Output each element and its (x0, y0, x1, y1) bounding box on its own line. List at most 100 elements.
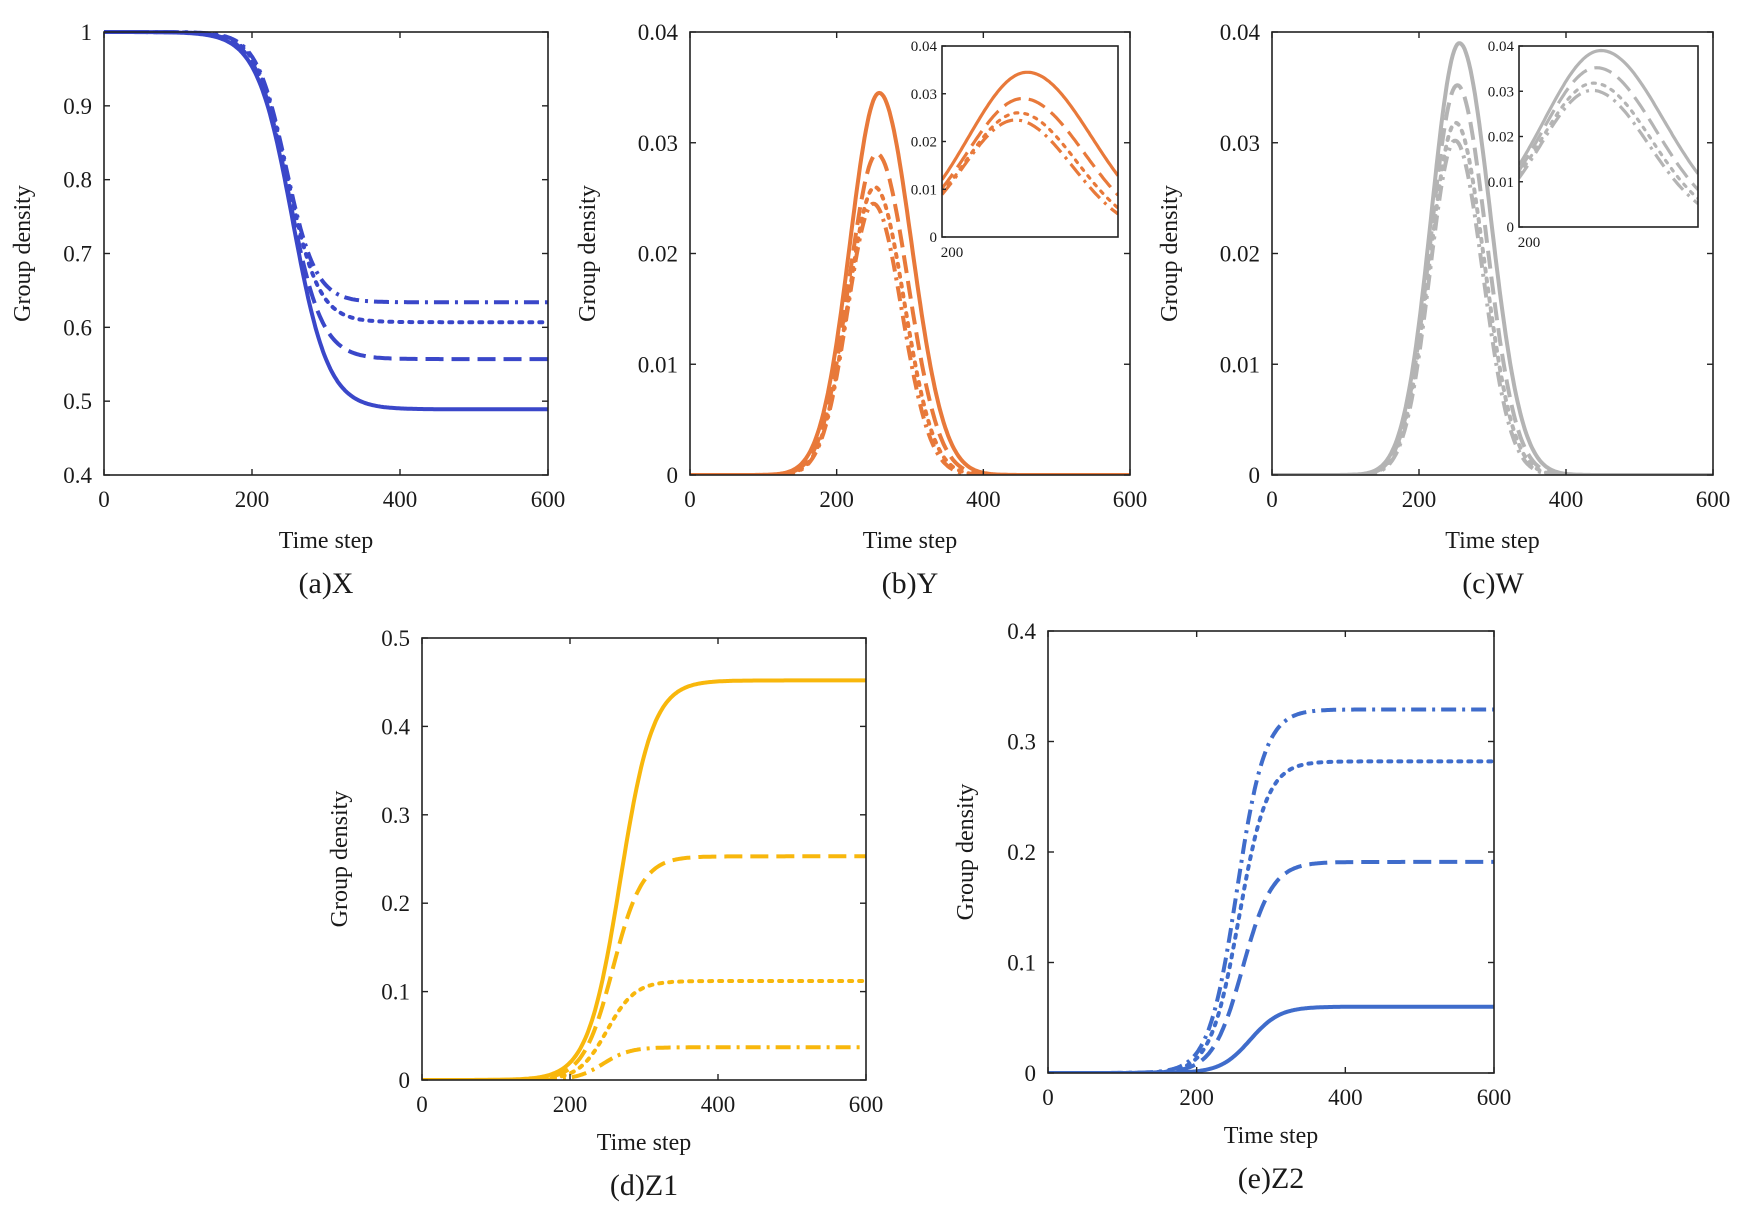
x-tick-label: 0 (1042, 1085, 1054, 1110)
series-group (104, 30, 548, 412)
y-tick-label: 0 (399, 1068, 411, 1093)
y-tick-label: 0.3 (1007, 730, 1036, 755)
series-line-dashed (1272, 83, 1713, 475)
y-tick-label: 0.1 (381, 980, 410, 1005)
inset-series-group (1519, 48, 1698, 205)
y-axis-label: Group density (953, 784, 979, 921)
series-line-dashdot (690, 201, 1130, 475)
x-axis-label: Time step (1224, 1123, 1318, 1149)
x-tick-label: 0 (416, 1092, 428, 1117)
y-tick-label: 0.7 (63, 242, 92, 267)
series-line-dotted (104, 30, 548, 325)
y-axis-label: Group density (327, 791, 353, 928)
inset-series-line-dashed (942, 96, 1118, 197)
series-line-dashdot (104, 30, 548, 305)
y-tick-label: 0.2 (1007, 840, 1036, 865)
y-tick-label: 1 (81, 20, 93, 45)
x-tick-label: 400 (966, 487, 1001, 512)
inset-series-line-dashed (1519, 66, 1698, 191)
y-tick-label: 0 (667, 463, 679, 488)
series-line-dotted (422, 979, 866, 1080)
inset-series-line-dotted (1519, 81, 1698, 201)
inset-y-tick-label: 0 (930, 230, 938, 246)
panel-caption: (b)Y (882, 567, 939, 600)
y-tick-label: 0 (1249, 463, 1261, 488)
inset-x-tick-label: 200 (1518, 235, 1541, 251)
y-tick-label: 0 (1025, 1061, 1037, 1086)
inset-y-tick-label: 0 (1507, 220, 1515, 236)
inset-series-line-dashdot (1519, 88, 1698, 205)
series-group (422, 678, 866, 1080)
y-tick-label: 0.04 (1220, 20, 1261, 45)
x-tick-label: 400 (1328, 1085, 1363, 1110)
inset-series-line-solid (1519, 48, 1698, 175)
y-tick-label: 0.5 (381, 626, 410, 651)
x-axis-label: Time step (597, 1130, 691, 1156)
y-tick-label: 0.4 (63, 463, 92, 488)
x-tick-label: 600 (1113, 487, 1148, 512)
x-tick-label: 200 (1179, 1085, 1214, 1110)
y-tick-label: 0.01 (638, 352, 678, 377)
y-tick-label: 0.2 (381, 891, 410, 916)
x-tick-label: 400 (383, 487, 418, 512)
inset-y-tick-label: 0.03 (1488, 84, 1514, 100)
panel-caption: (a)X (299, 567, 354, 600)
series-line-solid (104, 30, 548, 412)
x-tick-label: 200 (235, 487, 270, 512)
panel-caption: (c)W (1462, 567, 1524, 600)
y-tick-label: 0.04 (638, 20, 679, 45)
x-tick-label: 600 (849, 1092, 884, 1117)
series-line-dashed (1048, 859, 1494, 1073)
inset-c: 0 0.01 0.02 0.03 0.04 200 (1488, 39, 1699, 251)
series-group (1048, 707, 1494, 1073)
inset-y-tick-label: 0.04 (1488, 39, 1515, 55)
x-axis-label: Time step (279, 528, 373, 554)
series-line-dotted (690, 185, 1130, 475)
panel-a: 0 200 400 600 0.4 0.5 0.6 0.7 0.8 0.9 1 Time step Gr… (10, 20, 565, 600)
inset-x-tick-label: 200 (941, 245, 964, 261)
series-line-dashed (104, 30, 548, 362)
series-line-dotted (1272, 120, 1713, 475)
x-tick-label: 0 (98, 487, 110, 512)
series-line-solid (1048, 1004, 1494, 1073)
y-axis-label: Group density (10, 185, 36, 322)
x-tick-label: 0 (684, 487, 696, 512)
y-tick-label: 0.4 (1007, 619, 1036, 644)
series-line-dashed (422, 854, 866, 1080)
y-tick-label: 0.01 (1220, 352, 1260, 377)
y-tick-label: 0.03 (638, 131, 678, 156)
plot-frame (421, 637, 867, 1081)
y-axis-label: Group density (1157, 185, 1183, 322)
x-tick-label: 200 (553, 1092, 588, 1117)
y-tick-label: 0.1 (1007, 951, 1036, 976)
y-tick-label: 0.8 (63, 168, 92, 193)
inset-series-line-solid (942, 70, 1118, 181)
x-tick-label: 0 (1266, 487, 1278, 512)
y-tick-label: 0.03 (1220, 131, 1260, 156)
y-tick-label: 0.02 (1220, 242, 1260, 267)
y-tick-label: 0.4 (381, 714, 410, 739)
x-tick-label: 600 (1477, 1085, 1512, 1110)
series-line-dashdot (422, 1045, 866, 1080)
x-tick-label: 200 (1402, 487, 1437, 512)
y-tick-label: 0.9 (63, 94, 92, 119)
inset-y-tick-label: 0.01 (911, 182, 937, 198)
inset-series-line-dotted (942, 111, 1118, 210)
series-line-dashed (690, 151, 1130, 475)
panel-e: 0 200 400 600 0 0.1 0.2 0.3 0.4 Time step Group de… (953, 619, 1511, 1195)
inset-b: 0 0.01 0.02 0.03 0.04 200 (911, 39, 1119, 261)
x-axis-label: Time step (1445, 528, 1539, 554)
x-tick-label: 600 (531, 487, 566, 512)
inset-y-tick-label: 0.04 (911, 39, 938, 55)
inset-y-tick-label: 0.02 (1488, 130, 1514, 146)
inset-y-tick-label: 0.02 (911, 135, 937, 151)
x-tick-label: 600 (1696, 487, 1731, 512)
y-tick-label: 0.3 (381, 803, 410, 828)
y-axis-label: Group density (575, 185, 601, 322)
x-axis-label: Time step (863, 528, 957, 554)
inset-y-tick-label: 0.03 (911, 87, 937, 103)
y-tick-label: 0.02 (638, 242, 678, 267)
